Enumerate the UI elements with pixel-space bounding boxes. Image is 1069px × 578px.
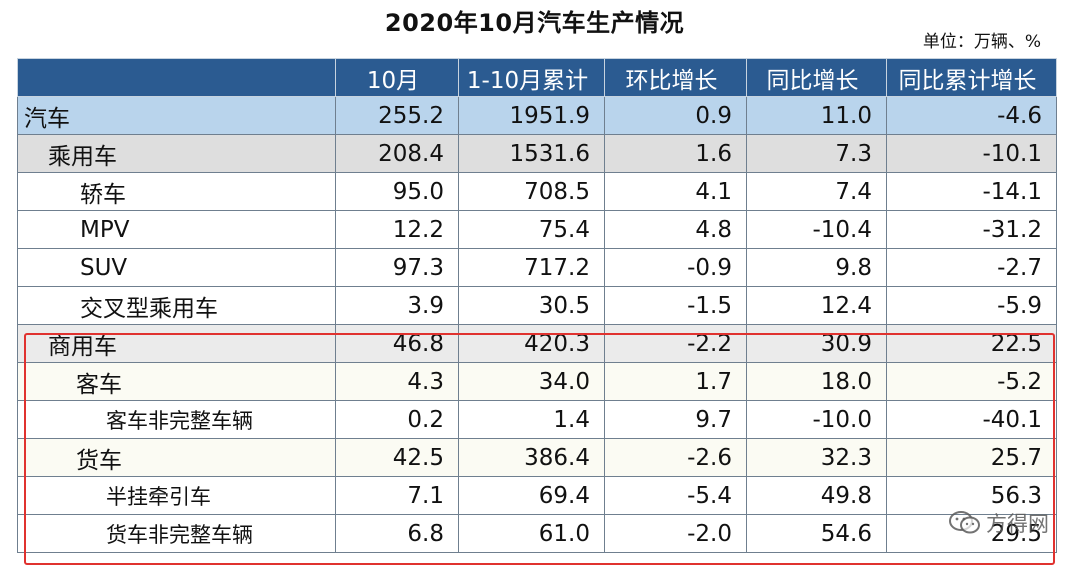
cell-value: -5.4 [604,476,747,515]
cell-value: 1.4 [458,400,605,439]
cell-value: 7.4 [746,172,887,211]
header-cell: 10月 [335,58,459,97]
cell-value: 9.8 [746,248,887,287]
cell-value: 12.4 [746,286,887,325]
table-row: MPV 12.2 75.4 4.8 -10.4 -31.2 [17,210,1057,249]
table-row: 商用车 46.8 420.3 -2.2 30.9 22.5 [17,324,1057,363]
cell-value: 11.0 [746,96,887,135]
cell-value: 30.5 [458,286,605,325]
table-row: 客车非完整车辆 0.2 1.4 9.7 -10.0 -40.1 [17,400,1057,439]
row-label: 客车非完整车辆 [17,400,336,439]
cell-value: 4.1 [604,172,747,211]
table-row: 货车非完整车辆 6.8 61.0 -2.0 54.6 29.5 [17,514,1057,553]
row-label: 客车 [17,362,336,401]
cell-value: -14.1 [886,172,1057,211]
row-label: MPV [17,210,336,249]
row-label: 商用车 [17,324,336,363]
header-cell: 1-10月累计 [458,58,605,97]
cell-value: -1.5 [604,286,747,325]
cell-value: -10.1 [886,134,1057,173]
cell-value: -40.1 [886,400,1057,439]
cell-value: 56.3 [886,476,1057,515]
cell-value: 1.7 [604,362,747,401]
cell-value: -0.9 [604,248,747,287]
cell-value: 18.0 [746,362,887,401]
wechat-icon [949,511,980,534]
cell-value: 4.3 [335,362,459,401]
cell-value: -4.6 [886,96,1057,135]
cell-value: 97.3 [335,248,459,287]
cell-value: 717.2 [458,248,605,287]
cell-value: 386.4 [458,438,605,477]
cell-value: 7.1 [335,476,459,515]
table-row: 乘用车 208.4 1531.6 1.6 7.3 -10.1 [17,134,1057,173]
cell-value: 49.8 [746,476,887,515]
table-row: SUV 97.3 717.2 -0.9 9.8 -2.7 [17,248,1057,287]
watermark-text: 方得网 [986,512,1049,536]
cell-value: 1951.9 [458,96,605,135]
cell-value: 9.7 [604,400,747,439]
cell-value: 208.4 [335,134,459,173]
cell-value: 0.2 [335,400,459,439]
row-label: 乘用车 [17,134,336,173]
cell-value: -10.0 [746,400,887,439]
cell-value: 29.5 [886,514,1057,553]
row-label: 半挂牵引车 [17,476,336,515]
table-row: 轿车 95.0 708.5 4.1 7.4 -14.1 [17,172,1057,211]
cell-value: -2.6 [604,438,747,477]
cell-value: 54.6 [746,514,887,553]
cell-value: 25.7 [886,438,1057,477]
table-row: 客车 4.3 34.0 1.7 18.0 -5.2 [17,362,1057,401]
cell-value: -10.4 [746,210,887,249]
page-title: 2020年10月汽车生产情况 [384,9,685,37]
cell-value: 708.5 [458,172,605,211]
cell-value: 3.9 [335,286,459,325]
production-table: 10月 1-10月累计 环比增长 同比增长 同比累计增长 汽车 255.2 19… [17,58,1057,553]
row-label: 货车 [17,438,336,477]
cell-value: 30.9 [746,324,887,363]
cell-value: 75.4 [458,210,605,249]
cell-value: 4.8 [604,210,747,249]
table-row: 货车 42.5 386.4 -2.6 32.3 25.7 [17,438,1057,477]
cell-value: -31.2 [886,210,1057,249]
cell-value: 255.2 [335,96,459,135]
cell-value: -5.9 [886,286,1057,325]
row-label: SUV [17,248,336,287]
cell-value: 7.3 [746,134,887,173]
cell-value: 0.9 [604,96,747,135]
table-row: 汽车 255.2 1951.9 0.9 11.0 -4.6 [17,96,1057,135]
table-row: 交叉型乘用车 3.9 30.5 -1.5 12.4 -5.9 [17,286,1057,325]
row-label: 汽车 [17,96,336,135]
watermark: 方得网 [948,508,1049,538]
cell-value: 1.6 [604,134,747,173]
row-label: 货车非完整车辆 [17,514,336,553]
table-row: 半挂牵引车 7.1 69.4 -5.4 49.8 56.3 [17,476,1057,515]
row-label: 轿车 [17,172,336,211]
cell-value: -2.7 [886,248,1057,287]
cell-value: 61.0 [458,514,605,553]
unit-note: 单位：万辆、% [922,32,1041,52]
header-cell [17,58,336,97]
cell-value: 32.3 [746,438,887,477]
cell-value: 420.3 [458,324,605,363]
cell-value: -5.2 [886,362,1057,401]
row-label: 交叉型乘用车 [17,286,336,325]
table-header-row: 10月 1-10月累计 环比增长 同比增长 同比累计增长 [17,58,1057,97]
cell-value: 22.5 [886,324,1057,363]
cell-value: 34.0 [458,362,605,401]
cell-value: -2.0 [604,514,747,553]
cell-value: 95.0 [335,172,459,211]
header-cell: 同比累计增长 [886,58,1057,97]
cell-value: 69.4 [458,476,605,515]
cell-value: -2.2 [604,324,747,363]
cell-value: 6.8 [335,514,459,553]
cell-value: 12.2 [335,210,459,249]
cell-value: 1531.6 [458,134,605,173]
header-cell: 环比增长 [604,58,747,97]
cell-value: 42.5 [335,438,459,477]
header-cell: 同比增长 [746,58,887,97]
cell-value: 46.8 [335,324,459,363]
